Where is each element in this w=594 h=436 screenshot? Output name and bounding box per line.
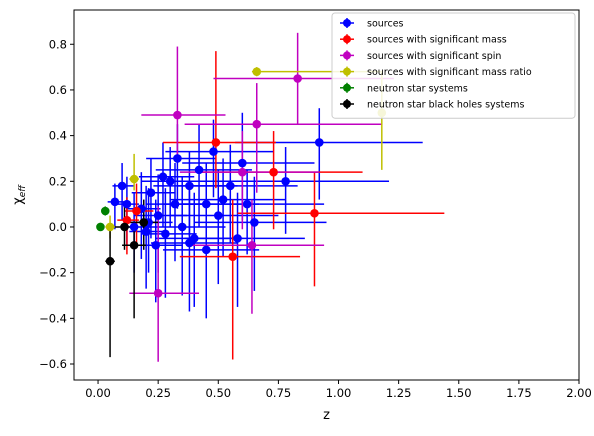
legend-label: sources <box>367 19 404 30</box>
legend-marker <box>343 67 351 76</box>
data-point <box>238 158 247 168</box>
data-point <box>185 181 194 191</box>
x-tick-label: 1.00 <box>326 386 352 400</box>
data-point <box>110 197 120 207</box>
x-axis-label: z <box>323 408 330 423</box>
data-point <box>242 199 252 209</box>
data-point <box>161 229 170 239</box>
data-point <box>201 245 211 255</box>
data-point <box>129 222 139 232</box>
data-point <box>170 199 180 209</box>
data-point <box>153 211 163 220</box>
data-point <box>139 218 149 227</box>
error-bars-layer <box>99 32 445 362</box>
legend-marker <box>343 100 351 108</box>
y-tick-label: −0.6 <box>39 357 67 371</box>
data-point <box>281 176 290 186</box>
data-point <box>201 199 211 209</box>
data-point <box>96 222 105 232</box>
data-point <box>122 199 132 209</box>
data-point <box>122 215 132 225</box>
data-point <box>120 222 129 232</box>
x-tick-label: 0.50 <box>205 386 231 400</box>
plot-frame <box>73 9 580 381</box>
data-point <box>173 154 182 163</box>
data-point <box>153 288 163 298</box>
data-point <box>185 238 194 248</box>
legend-marker <box>343 51 351 60</box>
data-point <box>250 218 259 227</box>
legend-label: neutron star black holes systems <box>367 100 524 111</box>
data-point <box>252 67 262 76</box>
data-point <box>158 172 168 182</box>
x-tick-label: 1.50 <box>446 386 472 400</box>
data-point <box>269 167 278 177</box>
data-point <box>252 119 262 129</box>
x-tick-label: 0.00 <box>85 386 111 400</box>
data-point <box>129 174 139 184</box>
axes-layer: 0.00 0.25 0.50 0.75 1.00 1.25 1.50 1.75 2.00 −0.6… <box>11 9 592 423</box>
data-point <box>209 147 218 156</box>
data-point <box>194 165 204 175</box>
legend-label: neutron star systems <box>367 83 468 94</box>
y-tick-label: 0.2 <box>49 174 67 188</box>
data-point <box>151 240 161 250</box>
data-point <box>293 74 302 83</box>
legend-label: sources with significant mass ratio <box>367 67 532 78</box>
data-point <box>117 181 127 191</box>
data-point <box>238 167 247 177</box>
data-point <box>228 252 238 261</box>
data-point <box>165 176 175 186</box>
markers-layer <box>96 67 387 298</box>
y-tick-label: −0.2 <box>39 266 67 280</box>
legend-label: sources with significant spin <box>367 51 501 62</box>
y-tick-label: −0.4 <box>39 311 67 325</box>
data-point <box>146 188 156 198</box>
data-point <box>105 256 115 266</box>
legend-marker <box>343 83 351 92</box>
legend-marker <box>343 35 351 44</box>
data-point <box>132 206 141 216</box>
data-point <box>211 138 221 147</box>
legend: sources sources with significant mass sour… <box>331 12 576 119</box>
data-point <box>233 234 242 243</box>
x-tick-label: 0.25 <box>145 386 171 400</box>
y-tick-label: 0.8 <box>49 37 67 51</box>
data-point <box>247 240 257 250</box>
x-tick-label: 0.75 <box>266 386 292 400</box>
legend-marker <box>343 19 351 27</box>
data-point <box>213 211 223 220</box>
x-tick-label: 2.00 <box>566 386 592 400</box>
x-tick-label: 1.75 <box>506 386 532 400</box>
y-tick-label: 0.4 <box>49 129 67 143</box>
x-tick-label: 1.25 <box>386 386 412 400</box>
data-point <box>100 206 110 216</box>
data-point <box>226 181 235 191</box>
legend-label: sources with significant mass <box>367 35 507 46</box>
data-point <box>218 195 228 204</box>
y-tick-label: 0.6 <box>49 83 67 97</box>
y-axis-label: χeff <box>11 184 28 205</box>
data-point <box>105 222 115 232</box>
legend-box <box>331 12 576 119</box>
data-point <box>129 240 139 250</box>
data-point <box>177 222 187 232</box>
data-point <box>141 227 151 236</box>
data-point <box>310 208 319 218</box>
data-point <box>314 138 324 147</box>
y-tick-label: 0.0 <box>49 220 67 234</box>
data-point <box>173 110 182 120</box>
